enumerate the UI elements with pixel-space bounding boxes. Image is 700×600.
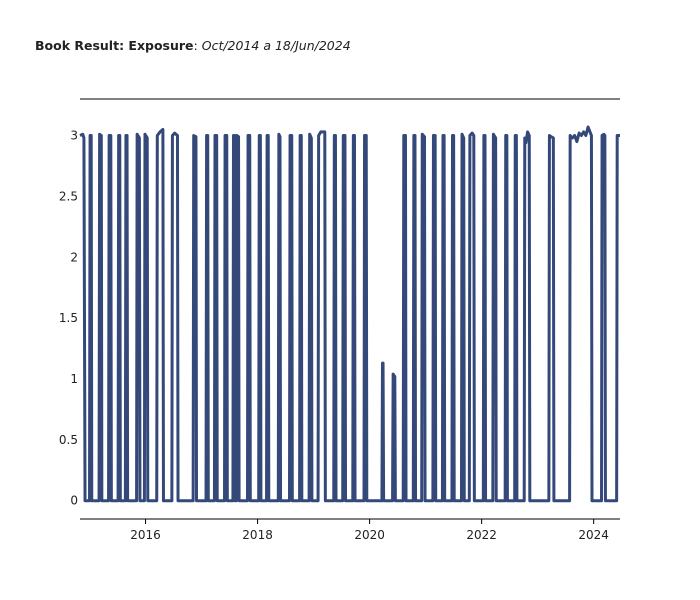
chart-title-separator: : [193,38,202,53]
x-tick-label: 2024 [578,528,609,542]
chart-title: Book Result: Exposure: Oct/2014 a 18/Jun… [35,38,351,53]
series-layer [79,125,620,503]
y-tick-label: 3 [70,129,78,143]
x-tick-label: 2020 [354,528,385,542]
y-tick-label: 1 [70,372,78,386]
x-tick-label: 2016 [130,528,161,542]
exposure-series-line [79,125,620,503]
y-tick-label: 0 [70,494,78,508]
y-tick-label: 2 [70,250,78,264]
x-tick-label: 2018 [242,528,273,542]
y-tick-label: 2.5 [59,189,78,203]
chart-title-main: Book Result: Exposure [35,38,194,53]
chart-title-period: Oct/2014 a 18/Jun/2024 [201,38,351,53]
y-tick-label: 0.5 [59,433,78,447]
y-tick-label: 1.5 [59,311,78,325]
x-tick-label: 2022 [466,528,497,542]
y-axis-ticks: 0 0.5 1 1.5 2 2.5 3 [59,129,78,508]
x-axis-ticks: 2016 2018 2020 2022 2024 [130,519,609,542]
